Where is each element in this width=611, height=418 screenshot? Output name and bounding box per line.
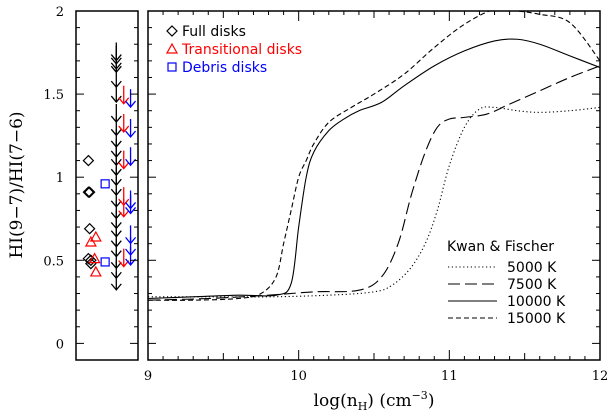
left-panel-frame: [75, 10, 139, 361]
y-tick-label: 1.5: [43, 88, 64, 103]
x-axis-title: log(nH) (cm−3): [314, 389, 435, 413]
transitional-disks-upper-limits-point: [118, 85, 130, 105]
debris-disks-upper-limits-point: [125, 89, 137, 109]
legend-label-15000-k: 15000 K: [507, 311, 566, 327]
full-disks-point: [82, 186, 95, 198]
transitional-disks-upper-limits-point: [118, 198, 130, 218]
debris-disks-upper-limits-point: [125, 246, 137, 266]
full-disks-point: [85, 254, 97, 267]
transitional-disks-upper-limits-point: [118, 114, 130, 134]
transitional-disks-point: [89, 265, 102, 277]
y-tick-label: 1: [56, 171, 64, 186]
full-disks-upper-limits-point: [110, 271, 122, 291]
y-tick-label: 0.5: [43, 254, 64, 269]
y-axis-title: HI(9−7)/HI(7−6): [7, 111, 27, 258]
debris-disks-legend-marker: [167, 62, 177, 72]
curve-10000-k: [148, 38, 600, 300]
full-disks-point: [83, 186, 96, 198]
full-disks-point: [83, 222, 96, 235]
full-disks-point: [85, 257, 97, 270]
x-axis-title-main: log(n: [314, 391, 358, 411]
x-tick-label: 9: [144, 369, 152, 384]
full-disks-point: [82, 154, 95, 167]
curve-5000-k: [148, 106, 600, 298]
y-tick-label: 2: [56, 5, 64, 20]
curve-15000-k: [148, 11, 600, 301]
line-legend-title: Kwan & Fischer: [447, 239, 554, 255]
transitional-disks-legend-marker: [165, 42, 179, 54]
legend-label-5000-k: 5000 K: [507, 260, 557, 276]
x-axis-title-end: ): [428, 391, 435, 411]
x-axis-title-sub: H: [358, 400, 368, 413]
debris-disks-upper-limits-point: [125, 195, 137, 215]
x-axis-title-mid: ) (cm: [367, 391, 411, 411]
legend-transitional-disks: Transitional disks: [181, 42, 302, 58]
full-disks-legend-marker: [166, 25, 178, 37]
x-axis-title-sup: −3: [412, 389, 428, 402]
x-tick-label: 11: [441, 369, 458, 384]
transitional-disks-upper-limits-point: [118, 248, 130, 268]
legend-label-7500-k: 7500 K: [507, 277, 557, 293]
legend-full-disks: Full disks: [182, 24, 246, 40]
y-tick-label: 0: [56, 337, 64, 352]
debris-disks-upper-limits-point: [125, 118, 137, 139]
curve-7500-k: [148, 65, 600, 301]
debris-disks-point: [100, 257, 110, 267]
x-tick-label: 10: [290, 369, 307, 384]
transitional-disks-upper-limits-point: [118, 150, 130, 170]
debris-disks-point: [100, 179, 110, 189]
transitional-disks-point: [88, 252, 101, 264]
debris-disks-upper-limits-point: [125, 147, 137, 167]
legend-debris-disks: Debris disks: [182, 60, 267, 76]
x-tick-label: 12: [592, 369, 609, 384]
legend-label-10000-k: 10000 K: [507, 294, 566, 310]
transitional-disks-point: [89, 230, 102, 242]
